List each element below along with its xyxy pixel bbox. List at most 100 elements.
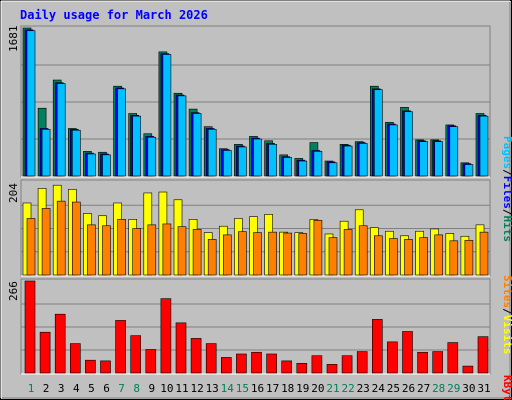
bar-sites-day-21 — [328, 237, 338, 276]
bar-pages-day-22 — [343, 145, 353, 177]
bar-sites-day-7 — [117, 219, 126, 276]
x-label-day-1: 1 — [28, 382, 35, 395]
bar-kbytes-day-4 — [70, 343, 81, 374]
x-label-day-2: 2 — [43, 382, 50, 395]
bar-kbytes-day-6 — [100, 360, 111, 374]
bar-kbytes-day-18 — [281, 360, 293, 374]
bar-kbytes-day-21 — [326, 364, 338, 374]
bar-sites-day-26 — [404, 239, 413, 276]
bar-sites-day-18 — [283, 232, 293, 276]
bar-pages-day-24 — [373, 89, 383, 177]
bar-pages-day-29 — [449, 126, 459, 177]
legend-top: Pages/Files/Hits — [501, 136, 512, 242]
bar-sites-day-23 — [358, 225, 368, 276]
legend-sep-1: / — [501, 169, 512, 176]
legend-hits: Hits — [501, 216, 512, 243]
bar-sites-day-31 — [479, 231, 489, 276]
bar-pages-day-12 — [192, 113, 202, 177]
bar-sites-day-25 — [389, 238, 398, 276]
chart-title: Daily usage for March 2026 — [20, 8, 208, 22]
x-label-day-18: 18 — [281, 382, 294, 395]
bar-kbytes-day-26 — [402, 331, 413, 374]
x-label-day-6: 6 — [103, 382, 110, 395]
bar-kbytes-day-16 — [251, 351, 262, 374]
x-label-day-15: 15 — [236, 382, 249, 395]
bar-sites-day-29 — [449, 240, 459, 276]
legend-visits: Visits — [501, 315, 512, 355]
x-label-day-26: 26 — [402, 382, 415, 395]
x-label-day-12: 12 — [190, 382, 203, 395]
x-label-day-27: 27 — [417, 382, 430, 395]
bar-sites-day-9 — [147, 224, 157, 276]
bar-kbytes-day-3 — [54, 313, 66, 374]
x-label-day-3: 3 — [58, 382, 65, 395]
x-label-day-4: 4 — [73, 382, 80, 395]
x-label-day-25: 25 — [387, 382, 400, 395]
bar-sites-day-10 — [162, 223, 172, 276]
bar-pages-day-28 — [434, 141, 444, 177]
bar-pages-day-11 — [177, 95, 187, 177]
bar-pages-day-3 — [56, 83, 66, 177]
bar-pages-day-23 — [358, 143, 368, 177]
bar-pages-day-5 — [87, 153, 96, 177]
y-max-label-middle: 204 — [7, 183, 20, 203]
bar-kbytes-day-29 — [447, 342, 459, 374]
legend-middle: Sites/Visits — [501, 275, 512, 355]
bar-kbytes-day-12 — [190, 338, 202, 374]
bar-sites-day-28 — [434, 234, 444, 276]
bar-kbytes-day-24 — [371, 319, 383, 374]
x-label-day-17: 17 — [266, 382, 279, 395]
bar-kbytes-day-28 — [432, 351, 444, 374]
x-label-day-24: 24 — [372, 382, 386, 395]
legend-files: Files — [501, 176, 512, 209]
bar-pages-day-10 — [162, 54, 172, 177]
bar-kbytes-day-10 — [160, 298, 172, 374]
x-label-day-9: 9 — [148, 382, 155, 395]
x-label-day-23: 23 — [357, 382, 370, 395]
bar-kbytes-day-5 — [85, 359, 96, 374]
legend-sep-3: / — [501, 308, 512, 315]
bar-sites-day-2 — [41, 208, 51, 276]
bar-sites-day-1 — [26, 218, 36, 276]
bar-kbytes-day-15 — [236, 353, 247, 374]
bar-kbytes-day-8 — [130, 335, 141, 374]
bar-kbytes-day-30 — [462, 365, 474, 374]
bar-sites-day-8 — [132, 228, 141, 276]
bar-sites-day-11 — [177, 226, 187, 276]
x-label-day-19: 19 — [296, 382, 309, 395]
legend-kbytes: KBytes — [501, 375, 512, 400]
bar-sites-day-27 — [419, 237, 428, 276]
bar-pages-day-2 — [41, 129, 51, 177]
x-label-day-10: 10 — [160, 382, 173, 395]
bar-kbytes-day-14 — [221, 357, 232, 374]
x-label-day-11: 11 — [175, 382, 188, 395]
bar-kbytes-day-20 — [311, 355, 323, 374]
bar-pages-day-14 — [223, 150, 232, 177]
bar-pages-day-19 — [298, 160, 308, 177]
x-label-day-28: 28 — [432, 382, 445, 395]
x-label-day-29: 29 — [447, 382, 460, 395]
bar-pages-day-25 — [389, 124, 398, 177]
bar-pages-day-13 — [207, 129, 217, 177]
bar-kbytes-day-27 — [417, 351, 428, 374]
bar-kbytes-day-13 — [205, 343, 217, 374]
legend-pages: Pages — [501, 136, 512, 169]
bar-sites-day-12 — [192, 229, 202, 276]
legend-bottom: KBytes — [501, 375, 512, 400]
bar-pages-day-20 — [313, 151, 323, 177]
x-label-day-5: 5 — [88, 382, 95, 395]
bar-pages-day-21 — [328, 162, 338, 177]
x-label-day-22: 22 — [341, 382, 354, 395]
bar-kbytes-day-1 — [24, 280, 36, 374]
bar-sites-day-5 — [87, 224, 96, 276]
bar-sites-day-24 — [373, 235, 383, 276]
bar-pages-day-26 — [404, 111, 413, 177]
bar-kbytes-day-22 — [341, 355, 353, 374]
bar-pages-day-8 — [132, 115, 141, 177]
bar-sites-day-19 — [298, 233, 308, 276]
x-label-day-13: 13 — [206, 382, 219, 395]
x-label-day-20: 20 — [311, 382, 324, 395]
bar-kbytes-day-23 — [356, 351, 368, 374]
x-axis-labels: 1 2 3 4 5 6 7 8 9 10 11 12 13 14 15 16 17 18 19 20 21 22 23 24 2… — [28, 382, 491, 395]
